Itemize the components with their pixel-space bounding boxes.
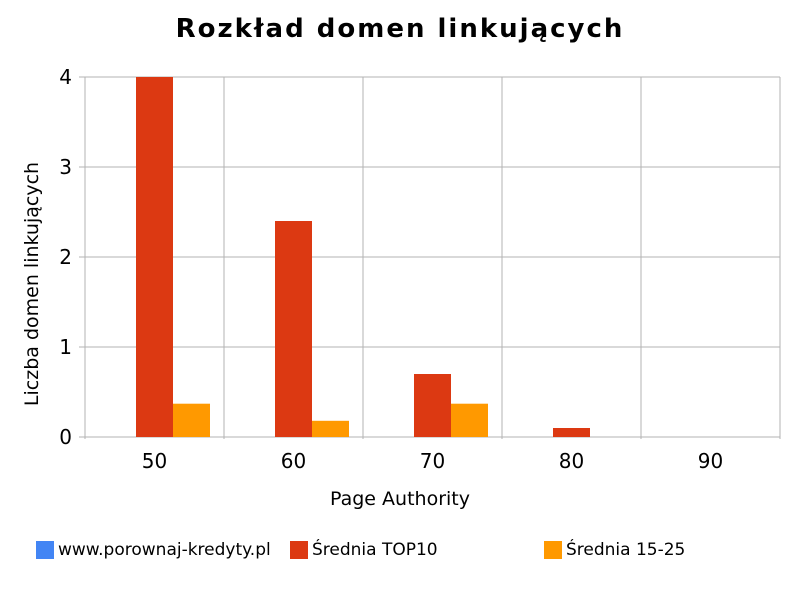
chart-title: Rozkład domen linkujących — [175, 14, 625, 44]
legend-swatch-orange — [544, 541, 562, 559]
bar-series-2 — [451, 403, 488, 437]
y-tick-label: 1 — [59, 335, 72, 359]
x-axis-label: Page Authority — [330, 488, 470, 510]
legend: www.porownaj-kredyty.pl Średnia TOP10 Śr… — [0, 540, 800, 570]
y-axis-label: Liczba domen linkujących — [21, 162, 43, 406]
bar-series-1 — [414, 374, 451, 437]
bar-series-1 — [136, 77, 173, 437]
tick-labels: 0 1 2 3 4 50 60 70 80 90 — [59, 65, 723, 473]
y-tick-label: 3 — [59, 155, 72, 179]
bars — [136, 77, 590, 437]
x-tick-label: 70 — [420, 449, 445, 473]
legend-label: Średnia 15-25 — [566, 540, 686, 560]
y-tick-label: 2 — [59, 245, 72, 269]
legend-item-series-0: www.porownaj-kredyty.pl — [36, 540, 271, 560]
y-tick-label: 4 — [59, 65, 72, 89]
x-tick-label: 90 — [698, 449, 723, 473]
legend-swatch-red — [290, 541, 308, 559]
bar-series-1 — [553, 428, 590, 437]
bar-series-1 — [275, 221, 312, 437]
x-tick-label: 50 — [142, 449, 167, 473]
legend-item-series-2: Średnia 15-25 — [544, 540, 685, 560]
legend-label: Średnia TOP10 — [312, 540, 438, 560]
bar-series-2 — [173, 403, 210, 437]
bar-series-2 — [312, 420, 349, 437]
grid-lines — [79, 76, 781, 439]
x-tick-label: 80 — [559, 449, 584, 473]
legend-item-series-1: Średnia TOP10 — [290, 540, 438, 560]
y-tick-label: 0 — [59, 425, 72, 449]
x-tick-label: 60 — [281, 449, 306, 473]
legend-label: www.porownaj-kredyty.pl — [58, 540, 271, 560]
legend-swatch-blue — [36, 541, 54, 559]
